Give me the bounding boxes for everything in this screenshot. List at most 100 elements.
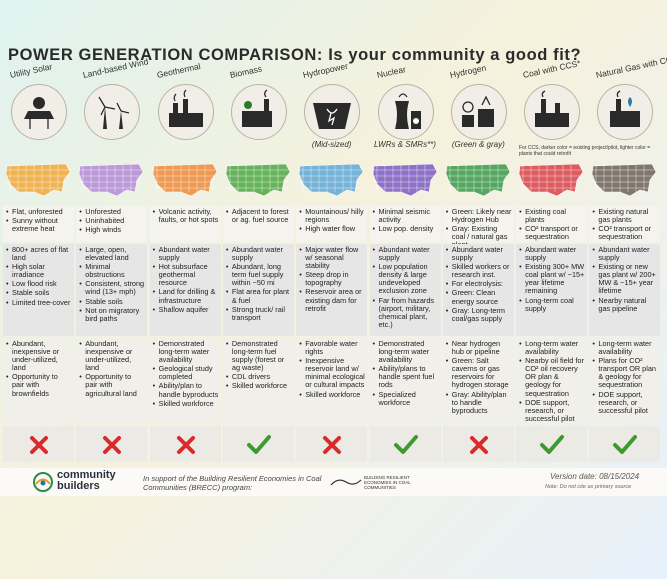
criteria-row3: Demonstrated long-term water availabilit… [149,338,221,424]
technology-label: Hydrogen [448,62,487,80]
criteria-item: Stable soils [79,297,145,306]
criteria-item: Long-term water availability [592,339,658,356]
criteria-item: Existing natural gas plants [592,207,658,224]
criteria-item: 800+ acres of flat land [6,245,72,262]
column-hydrogen: Hydrogen (Green & gray) Green: Likely near… [442,62,514,466]
criteria-item: DOE support, research, or successful pil… [592,390,658,415]
us-map-icon [590,158,659,200]
criteria-item: High winds [79,226,145,235]
criteria-item: Nearby oil field for CO² oil recovery OR… [519,357,585,398]
hydrogen-plant-icon [450,84,507,140]
brand-line-1: community [57,469,116,481]
criteria-row3: Abundant, inexpensive or under-utilized,… [76,338,148,424]
criteria-item: Existing or new gas plant w/ 200+ MW & ~… [592,263,658,295]
criteria-item: Low pop. density [373,225,439,234]
criteria-row2: Abundant water supplyLow population dens… [369,244,441,336]
criteria-item: Strong truck/ rail transport [226,305,292,322]
criteria-item: Steep drop in topography [299,271,365,287]
column-header: Biomass [223,63,294,156]
criteria-row3: Abundant, inexpensive or under-utilized,… [3,338,74,424]
us-map-icon [517,158,586,200]
criteria-item: For electrolysis: [446,280,512,289]
citation-note: Note: Do not cite as primary source [545,484,632,490]
criteria-row3: Near hydrogen hub or pipelineGreen: Salt… [442,338,514,424]
criteria-item: Uninhabited [79,216,145,225]
criteria-item: DOE support, research, or successful pil… [519,398,585,423]
criteria-item: Stable soils [6,289,72,298]
criteria-row1: Volcanic activity, faults, or hot spots [149,206,221,242]
criteria-item: Minimal seismic activity [373,207,439,224]
community-builders-logo-icon [33,472,53,492]
criteria-item: Abundant water supply [373,245,439,262]
criteria-item: Flat, unforested [6,207,72,216]
technology-label: Natural Gas with CCS* [595,52,667,80]
us-map-icon [77,158,146,200]
criteria-item: Green: Clean energy source [446,289,512,305]
criteria-row3: Demonstrated long-term water availabilit… [369,338,441,424]
not-fit-x-icon [442,426,514,462]
criteria-row1: Existing coal plantsCO² transport or seq… [516,206,588,242]
criteria-item: Low population density & large undevelop… [373,263,439,295]
criteria-row2: Major water flow w/ seasonal stabilitySt… [296,244,368,336]
criteria-item: Plans for CO² transport OR plan & geolog… [592,357,658,389]
column-header: Coal with CCS* [516,58,587,156]
dam-icon [304,84,361,140]
column-header: Hydrogen (Green & gray) [443,62,514,156]
criteria-item: Abundant water supply [592,245,658,262]
technology-label: Nuclear [375,64,407,80]
criteria-item: Demonstrated long-term water availabilit… [373,339,439,364]
criteria-row2: Abundant water supplyExisting 300+ MW co… [516,244,588,336]
criteria-item: Ability/plan to handle byproducts [153,382,219,398]
criteria-item: CDL drivers [226,373,292,382]
criteria-row2: Abundant water supplySkilled workers or … [442,244,514,336]
criteria-item: Major water flow w/ seasonal stability [299,245,365,270]
us-map-icon [444,158,513,200]
criteria-item: Long-term coal supply [519,296,585,313]
technology-subtitle: (Green & gray) [451,140,505,149]
criteria-item: Abundant water supply [153,245,219,262]
criteria-item: Abundant water supply [446,245,512,262]
column-header: Nuclear LWRs & SMRs**) [370,64,441,156]
biomass-plant-icon [230,84,287,140]
column-header: Geothermal [150,61,221,156]
criteria-item: Low flood risk [6,280,72,289]
criteria-item: Demonstrated long-term water availabilit… [153,339,219,364]
good-fit-check-icon [589,426,661,462]
column-header: Land-based Wind [76,56,149,156]
criteria-row3: Long-term water availabilityPlans for CO… [589,338,661,424]
technology-label: Biomass [228,63,263,80]
criteria-item: Reservoir area or existing dam for retro… [299,288,365,312]
criteria-row1: Adjacent to forest or ag. fuel source [222,206,294,242]
criteria-item: Ability/plans to handle spent fuel rods [373,365,439,389]
version-date: Version date: 08/15/2024 [550,472,640,481]
criteria-row3: Demonstrated long-term fuel supply (fore… [222,338,294,424]
column-hydro: Hydropower(Mid-sized) Mountainous/ hilly … [296,61,368,466]
criteria-row2: Abundant water supplyHot subsurface geot… [149,244,221,336]
brand-line-2: builders [57,480,100,492]
column-coal_ccs: Coal with CCS* Existing coal plantsCO² tr… [516,58,588,466]
criteria-item: Specialized workforce [373,390,439,407]
geothermal-plant-icon [157,84,214,140]
brand-name: community builders [57,470,116,492]
not-fit-x-icon [296,426,368,462]
criteria-row1: Minimal seismic activityLow pop. density [369,206,441,242]
us-map-icon [224,158,293,200]
criteria-item: Adjacent to forest or ag. fuel source [226,207,292,224]
criteria-item: Skilled workforce [226,382,292,391]
not-fit-x-icon [3,426,74,462]
column-header: Hydropower (Mid-sized) [296,61,367,156]
solar-panel-icon [11,84,67,140]
us-map-icon [297,158,366,200]
criteria-item: Existing 300+ MW coal plant w/ ~15+ year… [519,263,585,295]
criteria-item: Geological study completed [153,365,219,381]
criteria-item: Green: Likely near Hydrogen Hub [446,207,512,224]
good-fit-check-icon [222,426,294,462]
criteria-item: High solar irradiance [6,263,72,279]
us-map-icon [151,158,220,200]
good-fit-check-icon [516,426,588,462]
criteria-item: Abundant, long term fuel supply within ~… [226,263,292,287]
us-map-icon [4,158,73,200]
criteria-item: Limited tree-cover [6,298,72,307]
criteria-item: Shallow aquifer [153,305,219,314]
